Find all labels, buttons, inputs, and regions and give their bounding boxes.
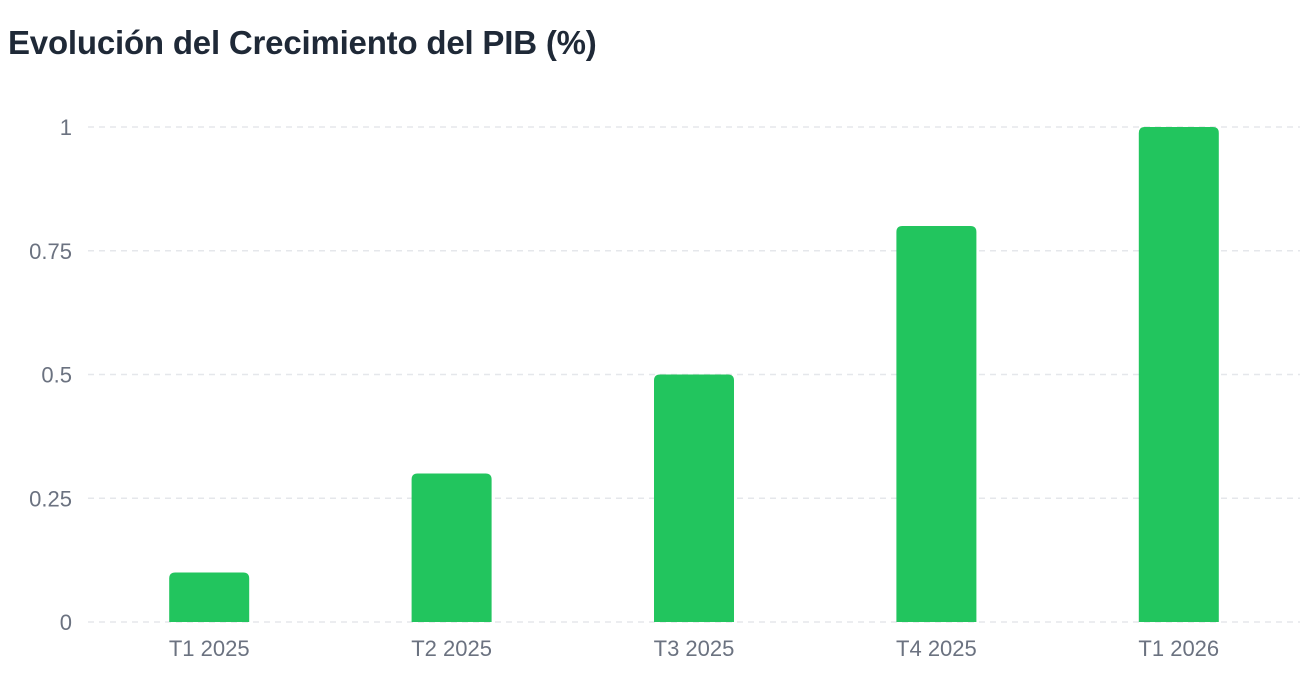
x-tick-label: T3 2025 — [654, 636, 735, 661]
y-tick-label: 1 — [60, 115, 72, 140]
x-axis-ticks: T1 2025 T2 2025 T3 2025 T4 2025 T1 2026 — [169, 636, 1219, 661]
y-tick-label: 0.5 — [41, 363, 72, 388]
y-axis-ticks: 0 0.25 0.5 0.75 1 — [29, 115, 72, 635]
y-tick-label: 0.25 — [29, 486, 72, 511]
x-tick-label: T2 2025 — [411, 636, 492, 661]
y-tick-label: 0 — [60, 610, 72, 635]
bar[interactable] — [896, 226, 977, 622]
x-tick-label: T1 2025 — [169, 636, 250, 661]
chart-title: Evolución del Crecimiento del PIB (%) — [8, 24, 597, 61]
y-tick-label: 0.75 — [29, 239, 72, 264]
x-tick-label: T1 2026 — [1138, 636, 1219, 661]
bar[interactable] — [411, 473, 492, 623]
bar[interactable] — [169, 572, 250, 623]
bar[interactable] — [654, 374, 734, 623]
bar[interactable] — [1138, 127, 1219, 622]
x-tick-label: T4 2025 — [896, 636, 977, 661]
bars — [169, 127, 1219, 622]
